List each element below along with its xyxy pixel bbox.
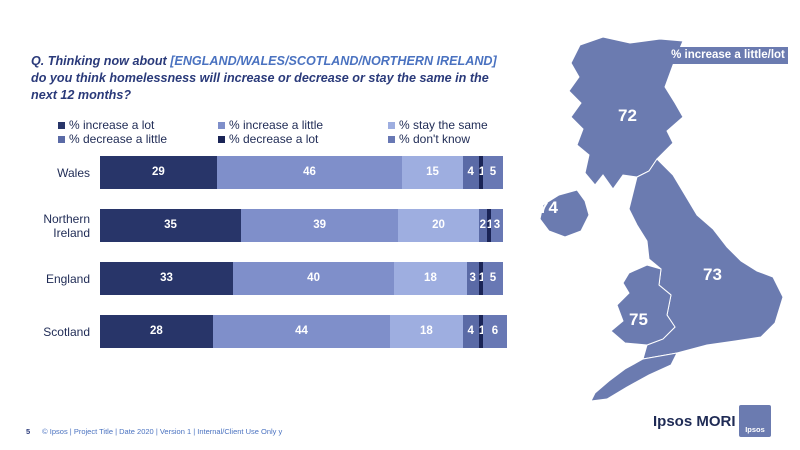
question-highlight: [ENGLAND/WALES/SCOTLAND/NORTHERN IRELAND… <box>170 54 497 68</box>
bar-segment <box>402 156 463 189</box>
legend-label: % don't know <box>399 132 470 146</box>
data-label: 4 <box>467 325 474 337</box>
legend-label: % decrease a lot <box>229 132 319 146</box>
question-suffix: do you think homelessness will increase … <box>31 71 489 102</box>
question-prefix: Q. Thinking now about <box>31 54 171 68</box>
data-label: 2 <box>479 219 487 231</box>
data-label: 29 <box>152 166 165 178</box>
data-label: 35 <box>164 219 177 231</box>
map-value-northern-ireland: 74 <box>539 198 558 217</box>
category-label: Northern Ireland <box>43 211 90 240</box>
data-label: 1 <box>479 315 485 348</box>
bar-segment <box>490 209 503 242</box>
legend-item: % increase a little <box>218 118 323 132</box>
data-label: 1 <box>487 209 493 242</box>
data-label: 28 <box>150 325 163 337</box>
bar-segment <box>478 262 483 295</box>
map-region-england <box>628 158 784 360</box>
data-label: 5 <box>489 272 497 284</box>
legend-item: % decrease a little <box>58 132 167 146</box>
bar-segment <box>482 315 508 348</box>
bar-segment <box>466 262 479 295</box>
bar-segment <box>100 156 217 189</box>
data-label: 5 <box>489 166 497 178</box>
bar-segment <box>398 209 479 242</box>
data-label: 4 <box>467 166 474 178</box>
bar-segment <box>100 209 242 242</box>
legend-label: % decrease a little <box>69 132 168 146</box>
bar-segment <box>241 209 399 242</box>
data-label: 33 <box>160 272 173 284</box>
map-value-england: 73 <box>703 265 722 284</box>
bar-segment <box>478 156 483 189</box>
legend-item: % don't know <box>388 132 470 146</box>
map-legend-label: % increase a little/lot <box>668 47 788 64</box>
bar-segment <box>482 262 503 295</box>
legend-item: % increase a lot <box>58 118 154 132</box>
footer-text: © Ipsos | Project Title | Date 2020 | Ve… <box>42 427 283 436</box>
legend-swatch <box>58 135 65 143</box>
bar-segment <box>478 209 487 242</box>
ipsos-logo: Ipsos <box>739 405 771 437</box>
legend-swatch <box>218 135 225 143</box>
data-label: 40 <box>307 272 320 284</box>
data-label: 3 <box>493 219 501 231</box>
legend-label: % increase a lot <box>69 118 155 132</box>
page-number: 5 <box>26 427 31 436</box>
question-text: Q. Thinking now about [ENGLAND/WALES/SCO… <box>31 53 511 104</box>
map-value-scotland: 72 <box>618 106 637 125</box>
bar-segment <box>462 156 479 189</box>
map-region-cornwall <box>590 352 678 402</box>
data-label: 18 <box>424 272 437 284</box>
data-label: 1 <box>479 262 485 295</box>
bar-segment <box>462 315 479 348</box>
bar-segment <box>216 156 403 189</box>
legend-swatch <box>58 121 65 129</box>
legend-swatch <box>388 135 395 143</box>
bar-segment <box>486 209 491 242</box>
category-label: England <box>45 271 90 286</box>
legend-swatch <box>218 121 225 129</box>
data-label: 20 <box>432 219 445 231</box>
bar-segment <box>100 262 233 295</box>
data-label: 44 <box>295 325 308 337</box>
map-region-wales <box>610 264 676 346</box>
data-label: 6 <box>491 325 499 337</box>
data-label: 1 <box>479 156 485 189</box>
data-label: 15 <box>426 166 439 178</box>
bar-segment <box>212 315 391 348</box>
legend-item: % stay the same <box>388 118 488 132</box>
map-region-northern-ireland <box>539 189 590 238</box>
uk-map: 72 74 73 75 <box>539 36 784 402</box>
footer: 5 © Ipsos | Project Title | Date 2020 | V… <box>26 427 282 436</box>
data-label: 39 <box>313 219 327 231</box>
bar-segment <box>232 262 395 295</box>
brand-name: Ipsos MORI <box>653 413 736 430</box>
legend-label: % increase a little <box>229 118 324 132</box>
bar-segment <box>482 156 503 189</box>
logo-text: Ipsos <box>745 425 765 434</box>
bar-segment <box>100 315 213 348</box>
map-value-wales: 75 <box>629 310 648 329</box>
legend-swatch <box>388 121 395 129</box>
legend-label: % stay the same <box>399 118 488 132</box>
legend-item: % decrease a lot <box>218 132 318 146</box>
data-label: 18 <box>420 325 433 337</box>
bar-segment <box>478 315 483 348</box>
category-label: Wales <box>57 165 90 180</box>
data-label: 46 <box>303 166 316 178</box>
bar-segment <box>394 262 467 295</box>
category-label: Scotland <box>43 324 90 339</box>
bar-segment <box>390 315 463 348</box>
data-label: 3 <box>469 272 476 284</box>
